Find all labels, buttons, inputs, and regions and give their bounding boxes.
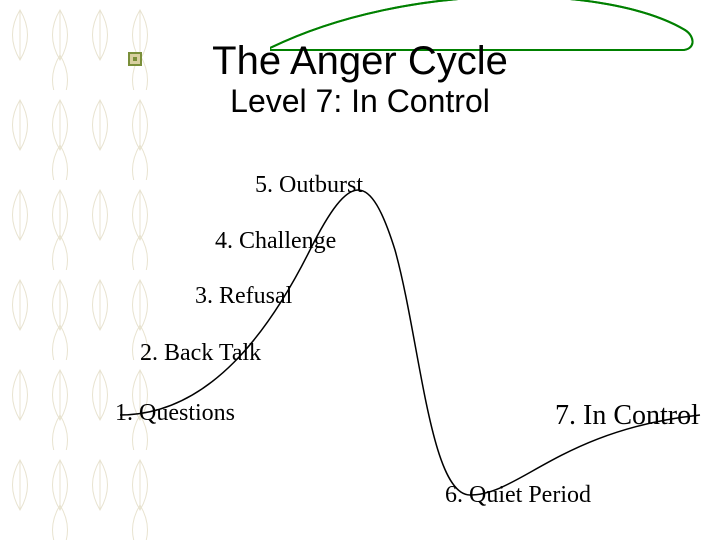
label-challenge: 4. Challenge <box>215 228 336 255</box>
label-questions: 1. Questions <box>115 400 235 427</box>
label-outburst: 5. Outburst <box>255 172 363 199</box>
cycle-curve <box>0 0 720 540</box>
label-quiet-period: 6. Quiet Period <box>445 482 591 509</box>
label-back-talk: 2. Back Talk <box>140 340 261 367</box>
label-in-control: 7. In Control <box>555 400 699 432</box>
label-refusal: 3. Refusal <box>195 283 292 310</box>
slide: The Anger Cycle Level 7: In Control 1. Q… <box>0 0 720 540</box>
